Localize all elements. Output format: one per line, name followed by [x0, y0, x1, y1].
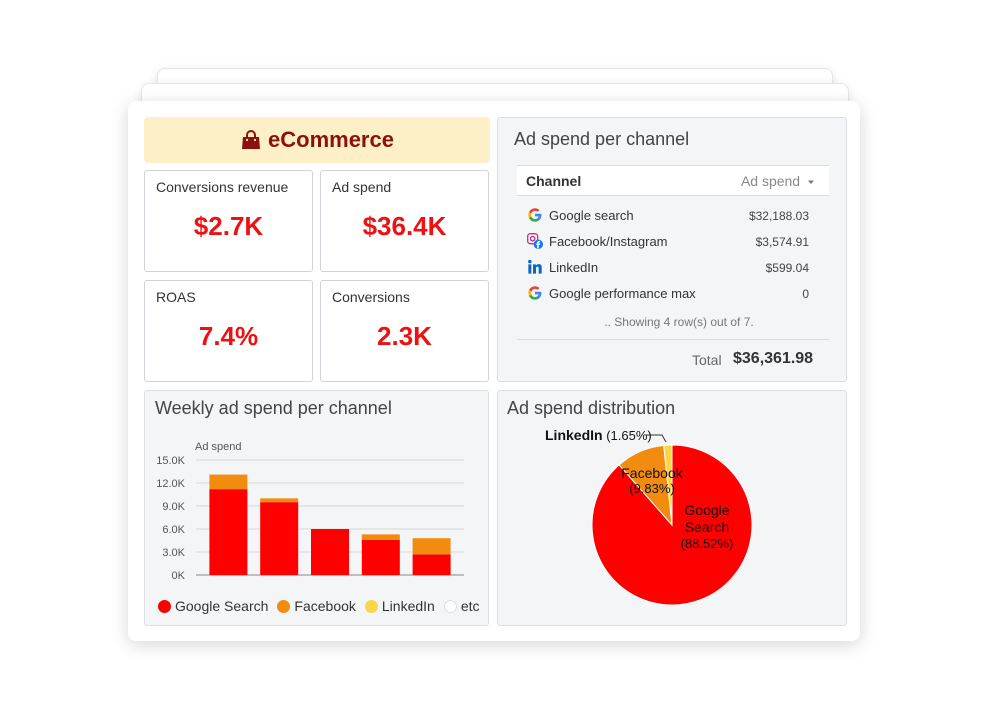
pie-slice-linkedin — [663, 444, 673, 526]
kpi-value: 7.4% — [198, 321, 259, 351]
y-axis-label: Ad spend — [195, 441, 241, 453]
pie-label-name: Facebook — [621, 465, 683, 481]
total-value: $36,361.98 — [733, 350, 814, 367]
bar-chart-title: Weekly ad spend per channel — [155, 398, 392, 418]
legend-label: Facebook — [294, 598, 356, 614]
pie-label-name: Google Search — [684, 502, 730, 535]
kpi-conversions[interactable]: Conversions 2.3K — [320, 280, 489, 382]
row-channel: Google search — [549, 208, 634, 223]
legend-item-linkedin[interactable]: LinkedIn — [364, 598, 435, 614]
table-row[interactable]: Facebook/Instagram $3,574.91 — [527, 232, 809, 254]
y-tick-label: 6.0K — [162, 524, 185, 536]
weekly-ad-spend-bar-chart: Ad spend 0K 3.0K 6.0K 9.0K 12.0K 15.0K — [156, 441, 464, 582]
instagram-facebook-icon — [527, 233, 543, 249]
caret-down-icon — [808, 180, 814, 185]
kpi-label: Conversions revenue — [156, 179, 289, 195]
legend-item-google-search[interactable]: Google Search — [158, 598, 268, 614]
row-channel: LinkedIn — [549, 260, 599, 275]
y-tick-label: 12.0K — [156, 478, 185, 490]
kpi-roas[interactable]: ROAS 7.4% — [144, 280, 313, 382]
legend-swatch — [158, 599, 171, 613]
row-ad-spend: $3,574.91 — [755, 235, 809, 249]
ad-spend-distribution-pie-chart — [591, 434, 753, 606]
column-header-ad-spend-label: Ad spend — [740, 173, 801, 189]
pie-chart-title: Ad spend distribution — [507, 398, 676, 418]
dashboard-header: eCommerce — [144, 117, 490, 163]
bar-facebook — [361, 534, 400, 540]
row-count-note: .. Showing 4 row(s) out of 7. — [604, 315, 754, 329]
bar-facebook — [260, 498, 299, 503]
total-label: Total — [692, 352, 722, 368]
kpi-ad-spend[interactable]: Ad spend $36.4K — [320, 170, 489, 272]
row-channel: Google performance max — [549, 286, 696, 301]
pie-label-linkedin: LinkedIn (1.65%) — [545, 427, 652, 444]
kpi-label: ROAS — [156, 289, 196, 305]
dashboard-title: eCommerce — [268, 127, 394, 152]
kpi-label: Ad spend — [332, 179, 392, 195]
panel-title: Ad spend per channel — [514, 129, 690, 149]
bar-google-search — [260, 502, 299, 575]
ad-spend-table-panel — [497, 117, 847, 382]
bar-google-search — [412, 554, 451, 575]
legend-label: LinkedIn — [381, 598, 435, 614]
pie-label-name: LinkedIn — [545, 427, 603, 443]
bar-facebook — [209, 474, 248, 490]
linkedin-leader-line — [646, 434, 667, 443]
legend-swatch — [277, 599, 291, 613]
table-divider — [517, 339, 829, 340]
y-tick-label: 0K — [172, 570, 186, 582]
table-row[interactable]: Google search $32,188.03 — [527, 206, 809, 228]
shopping-bag-icon — [242, 130, 261, 149]
row-ad-spend: $32,188.03 — [748, 209, 809, 223]
google-icon — [528, 286, 542, 300]
legend-label: Google Search — [175, 598, 269, 614]
row-channel: Facebook/Instagram — [549, 234, 668, 249]
kpi-label: Conversions — [332, 289, 410, 305]
legend-swatch — [364, 599, 378, 613]
kpi-value: $36.4K — [362, 211, 447, 241]
bar-google-search — [209, 489, 248, 575]
y-tick-label: 15.0K — [156, 455, 185, 467]
table-header: Channel Ad spend — [517, 165, 829, 196]
table-row[interactable]: LinkedIn $599.04 — [527, 258, 809, 280]
kpi-conversions-revenue[interactable]: Conversions revenue $2.7K — [144, 170, 313, 272]
legend-label: etc — [460, 598, 480, 614]
google-icon — [528, 208, 542, 222]
linkedin-icon — [528, 259, 542, 274]
bar-facebook — [412, 538, 451, 555]
legend-item-facebook[interactable]: Facebook — [277, 598, 356, 614]
weekly-ad-spend-panel — [144, 390, 489, 626]
row-ad-spend: 0 — [802, 287, 809, 301]
bar-google-search — [361, 539, 400, 575]
y-tick-label: 3.0K — [162, 547, 185, 559]
column-header-ad-spend[interactable]: Ad spend — [741, 173, 815, 189]
pie-label-percent: (88.52%) — [680, 536, 734, 551]
table-row[interactable]: Google performance max 0 — [527, 284, 809, 306]
pie-label-percent: (1.65%) — [606, 428, 652, 443]
kpi-value: $2.7K — [193, 211, 264, 241]
legend-swatch — [443, 599, 457, 613]
kpi-value: 2.3K — [377, 321, 432, 351]
bar-google-search — [311, 529, 349, 575]
pie-label-percent: (9.83%) — [629, 481, 675, 496]
bar-chart-legend: Google Search Facebook LinkedIn etc — [158, 597, 480, 615]
y-tick-label: 9.0K — [162, 501, 185, 513]
pie-label-facebook: Facebook (9.83%) — [612, 465, 692, 497]
row-ad-spend: $599.04 — [765, 261, 809, 275]
legend-item-etc[interactable]: etc — [443, 598, 480, 614]
column-header-channel[interactable]: Channel — [526, 173, 582, 189]
pie-label-google-search: Google Search (88.52%) — [667, 502, 747, 552]
